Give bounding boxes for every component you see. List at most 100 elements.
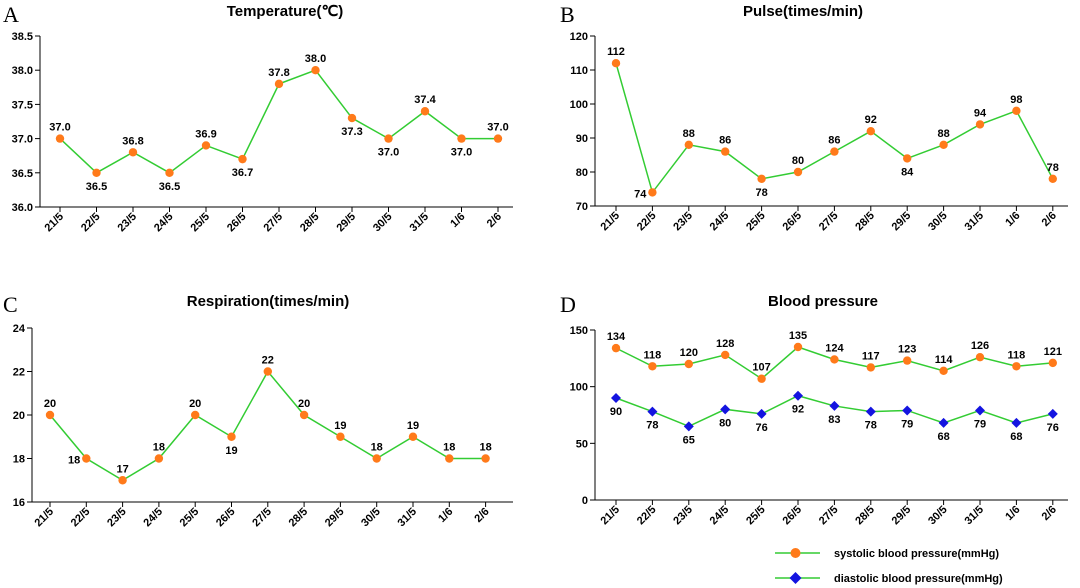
- data-label: 36.8: [122, 135, 143, 147]
- data-point: [45, 410, 55, 420]
- x-tick-label: 31/5: [962, 504, 986, 528]
- x-tick-label: 2/6: [472, 506, 491, 525]
- x-tick-label: 1/6: [1003, 504, 1022, 523]
- data-point: [720, 404, 731, 415]
- x-tick-label: 1/6: [448, 211, 467, 230]
- data-point: [939, 366, 948, 375]
- data-label: 37.8: [268, 67, 289, 79]
- x-tick-label: 23/5: [115, 211, 139, 235]
- data-point: [493, 134, 503, 143]
- chart-title: Blood pressure: [768, 293, 878, 310]
- data-label: 18: [68, 455, 80, 467]
- x-tick-label: 26/5: [780, 210, 804, 234]
- data-label: 90: [610, 406, 622, 418]
- panel-d: D Blood pressure 0 50 100 150 21/5 22/5 23/5 24/5…: [560, 292, 1068, 585]
- data-label: 68: [937, 431, 949, 443]
- y-tick-label: 110: [570, 65, 588, 77]
- x-tick-label: 29/5: [890, 504, 914, 528]
- data-label: 128: [716, 338, 734, 350]
- data-point: [128, 148, 138, 157]
- data-label: 18: [443, 442, 455, 454]
- data-point: [684, 140, 693, 149]
- data-label: 36.5: [86, 181, 107, 193]
- data-point: [903, 154, 912, 163]
- y-tick-label: 36.0: [12, 202, 33, 214]
- data-point: [457, 134, 466, 143]
- x-tick-label: 27/5: [250, 506, 274, 530]
- data-label: 135: [789, 330, 807, 342]
- data-label: 94: [974, 107, 987, 119]
- data-point: [793, 167, 803, 177]
- data-point: [347, 113, 357, 123]
- data-label: 98: [1010, 94, 1022, 106]
- data-label: 120: [680, 347, 698, 359]
- x-tick-label: 27/5: [261, 211, 285, 235]
- data-point: [299, 410, 309, 420]
- x-tick-label: 22/5: [79, 211, 103, 235]
- x-tick-label: 21/5: [598, 504, 622, 528]
- data-label: 114: [935, 354, 954, 366]
- x-tick-label: 22/5: [635, 210, 659, 234]
- legend-circle-marker: [790, 548, 801, 558]
- y-tick-label: 100: [570, 382, 588, 394]
- data-point: [866, 363, 875, 372]
- data-label: 78: [646, 420, 658, 432]
- data-point: [939, 140, 948, 149]
- data-label: 74: [634, 188, 647, 200]
- legend: systolic blood pressure(mmHg) diastolic b…: [775, 548, 1003, 585]
- data-point: [227, 432, 236, 441]
- y-tick-label: 20: [13, 410, 25, 422]
- data-point: [865, 406, 876, 417]
- data-point: [938, 417, 949, 428]
- data-point: [975, 120, 985, 129]
- data-point: [445, 454, 454, 463]
- y-tick-label: 24: [13, 323, 26, 335]
- data-point: [1012, 106, 1021, 116]
- data-label: 37.0: [49, 122, 70, 134]
- data-label: 36.9: [195, 128, 216, 140]
- data-point: [903, 356, 912, 365]
- chart-title: Temperature(℃): [227, 3, 344, 20]
- data-point: [611, 59, 621, 68]
- data-point: [154, 454, 164, 463]
- data-point: [756, 408, 767, 419]
- data-point: [975, 353, 985, 362]
- data-point: [975, 405, 985, 416]
- x-tick-label: 21/5: [42, 211, 66, 235]
- data-point: [611, 343, 621, 353]
- data-label: 20: [44, 398, 56, 410]
- data-point: [238, 154, 247, 164]
- data-point: [793, 390, 803, 401]
- y-tick-label: 70: [576, 201, 588, 213]
- data-point: [263, 367, 272, 376]
- y-tick-label: 120: [570, 31, 588, 43]
- data-label: 19: [407, 420, 419, 432]
- x-tick-label: 2/6: [1040, 504, 1059, 523]
- data-label: 92: [792, 404, 804, 416]
- x-tick-label: 25/5: [744, 210, 768, 234]
- data-point: [757, 374, 766, 383]
- data-label: 83: [828, 414, 840, 426]
- x-tick-label: 31/5: [962, 210, 986, 234]
- data-point: [1047, 408, 1058, 419]
- data-label: 36.7: [232, 167, 253, 179]
- data-label: 18: [153, 442, 165, 454]
- data-label: 86: [828, 135, 840, 147]
- y-tick-label: 100: [570, 99, 588, 111]
- data-label: 121: [1044, 346, 1062, 358]
- x-tick-label: 27/5: [817, 504, 841, 528]
- data-point: [793, 342, 803, 352]
- x-tick-label: 25/5: [744, 504, 768, 528]
- x-tick-label: 29/5: [334, 211, 358, 235]
- data-point: [384, 134, 393, 143]
- data-point: [648, 362, 657, 371]
- data-label: 37.0: [487, 122, 508, 134]
- x-tick-label: 26/5: [225, 211, 249, 235]
- data-label: 88: [937, 128, 949, 140]
- x-tick-label: 22/5: [69, 506, 93, 530]
- x-tick-label: 23/5: [671, 210, 695, 234]
- panel-a: A Temperature(℃) 36.0 36.5 37.0 37.5 38.0 38.5 2…: [3, 2, 513, 234]
- data-point: [683, 421, 694, 432]
- data-point: [830, 147, 839, 156]
